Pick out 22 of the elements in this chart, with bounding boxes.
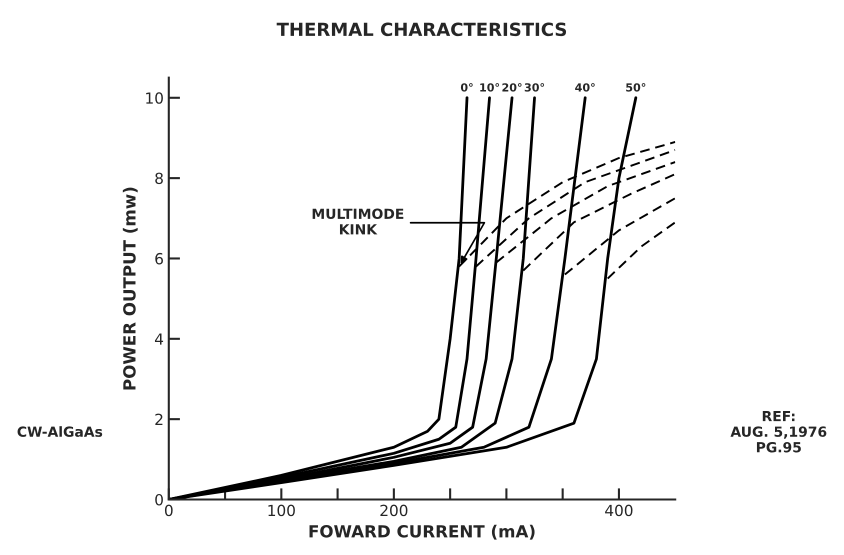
x-tick-label: 100 (268, 504, 295, 516)
y-tick-label: 2 (155, 414, 162, 425)
x-tick-label: 200 (380, 504, 408, 516)
y-tick-label: 6 (155, 252, 163, 264)
y-tick-label: 0 (155, 494, 163, 506)
x-tick-label: 400 (605, 504, 632, 516)
y-axis-title: POWER OUTPUT (mw) (122, 188, 138, 390)
series-label: 10° (480, 83, 500, 92)
text: REF: AUG. 5,1976 PG.95 (730, 411, 826, 452)
series-label: 20° (502, 83, 522, 92)
annotation: MULTIMODE KINK (312, 208, 404, 234)
y-tick-label: 8 (155, 172, 163, 184)
series-label: 30° (524, 83, 544, 92)
series-label: 40° (575, 83, 595, 92)
y-tick-label: 10 (146, 92, 163, 104)
chart-title: THERMAL CHARACTERISTICS (276, 22, 566, 36)
text: CW-AlGaAs (18, 426, 102, 437)
x-tick-label: 0 (164, 504, 173, 516)
series-label: 50° (626, 83, 646, 92)
x-axis-title: FOWARD CURRENT (mA) (310, 524, 535, 540)
y-tick-label: 4 (154, 333, 164, 345)
series-label: 0° (460, 83, 473, 92)
